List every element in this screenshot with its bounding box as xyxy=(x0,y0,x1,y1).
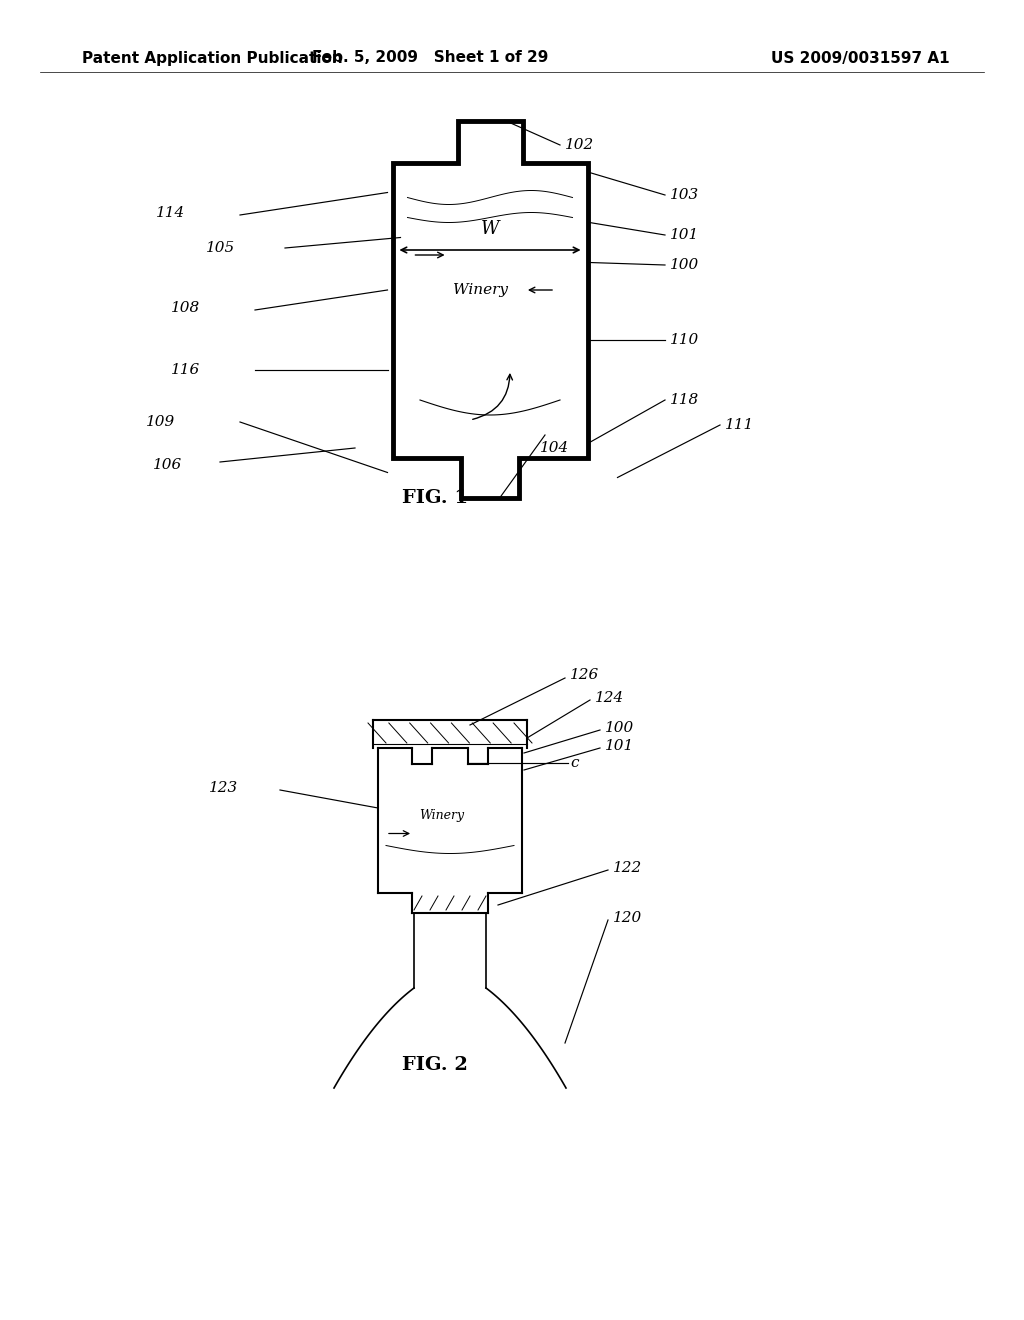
Text: 103: 103 xyxy=(670,187,699,202)
Text: 111: 111 xyxy=(725,418,755,432)
Text: Winery: Winery xyxy=(420,809,465,822)
Text: 126: 126 xyxy=(570,668,599,682)
Text: W: W xyxy=(480,220,500,238)
Text: FIG. 1: FIG. 1 xyxy=(402,488,468,507)
Text: c: c xyxy=(570,756,579,770)
Text: 106: 106 xyxy=(153,458,182,473)
Text: US 2009/0031597 A1: US 2009/0031597 A1 xyxy=(771,50,950,66)
Text: 110: 110 xyxy=(670,333,699,347)
Text: Patent Application Publication: Patent Application Publication xyxy=(82,50,343,66)
Text: 118: 118 xyxy=(670,393,699,407)
Text: 114: 114 xyxy=(156,206,185,220)
Text: 123: 123 xyxy=(209,781,238,795)
Text: 116: 116 xyxy=(171,363,200,378)
Text: 100: 100 xyxy=(605,721,634,735)
Text: 102: 102 xyxy=(565,139,594,152)
Text: Feb. 5, 2009   Sheet 1 of 29: Feb. 5, 2009 Sheet 1 of 29 xyxy=(312,50,548,66)
Text: 122: 122 xyxy=(613,861,642,875)
Text: 100: 100 xyxy=(670,257,699,272)
Text: 101: 101 xyxy=(670,228,699,242)
Text: 108: 108 xyxy=(171,301,200,315)
Text: 124: 124 xyxy=(595,690,625,705)
Text: Winery: Winery xyxy=(453,282,508,297)
Text: 101: 101 xyxy=(605,739,634,752)
Text: 120: 120 xyxy=(613,911,642,925)
Text: 109: 109 xyxy=(145,414,175,429)
Text: 104: 104 xyxy=(540,441,569,455)
Text: FIG. 2: FIG. 2 xyxy=(402,1056,468,1074)
Text: 105: 105 xyxy=(206,242,234,255)
